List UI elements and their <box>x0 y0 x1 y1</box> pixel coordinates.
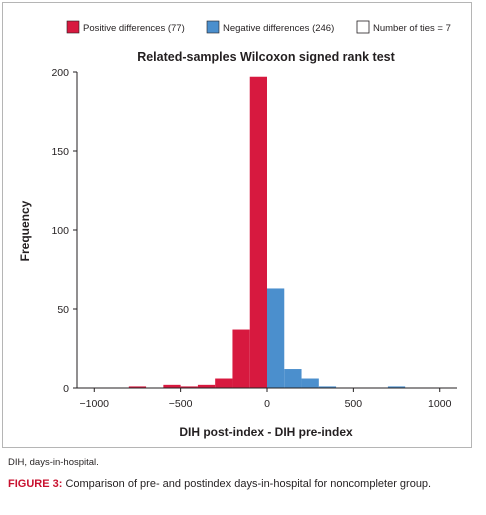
negative-bar-2 <box>301 378 319 388</box>
legend-label-negative: Negative differences (246) <box>223 23 334 34</box>
legend-label-ties: Number of ties = 7 <box>373 23 451 34</box>
legend-swatch-positive <box>66 20 80 34</box>
plot-area: 0 50 100 150 200 −1000 −500 0 500 1000 <box>51 67 457 410</box>
positive-bar-3 <box>197 384 216 388</box>
positive-bar-5 <box>232 329 250 388</box>
x-axis-label: DIH post-index - DIH pre-index <box>179 425 353 439</box>
x-tick-label-4: 1000 <box>428 398 452 410</box>
negative-bar-1 <box>284 369 302 388</box>
legend: Positive differences (77) Negative diffe… <box>66 20 451 34</box>
negative-bar-3 <box>318 386 337 388</box>
x-tick-label-0: −1000 <box>80 398 110 410</box>
positive-bar-2 <box>180 386 198 388</box>
y-axis-label: Frequency <box>18 200 32 261</box>
legend-label-positive: Positive differences (77) <box>83 23 185 34</box>
caption-label: FIGURE 3: <box>8 478 63 490</box>
legend-swatch-negative <box>206 20 220 34</box>
x-tick-label-2: 0 <box>264 398 270 410</box>
y-tick-label-0: 0 <box>63 383 69 395</box>
negative-bar-0 <box>267 288 285 388</box>
figure-footnote: DIH, days-in-hospital. <box>8 457 99 468</box>
caption-text: Comparison of pre- and postindex days-in… <box>62 478 432 490</box>
x-tick-label-1: −500 <box>169 398 193 410</box>
y-tick-label-3: 150 <box>51 146 69 158</box>
figure-frame <box>2 2 472 448</box>
positive-bar-1 <box>163 384 181 388</box>
positive-bar-6 <box>249 76 267 389</box>
negative-bar-4 <box>387 386 406 388</box>
y-tick-label-2: 100 <box>51 225 69 237</box>
chart-title: Related-samples Wilcoxon signed rank tes… <box>137 50 395 64</box>
legend-swatch-ties <box>356 20 370 34</box>
y-tick-label-1: 50 <box>57 304 69 316</box>
positive-bar-4 <box>215 378 233 388</box>
figure-caption: FIGURE 3: Comparison of pre- and postind… <box>8 477 478 491</box>
positive-bar-0 <box>128 386 147 388</box>
histogram-chart: Positive differences (77) Negative diffe… <box>18 20 457 439</box>
y-tick-label-4: 200 <box>51 67 69 79</box>
x-tick-label-3: 500 <box>345 398 363 410</box>
